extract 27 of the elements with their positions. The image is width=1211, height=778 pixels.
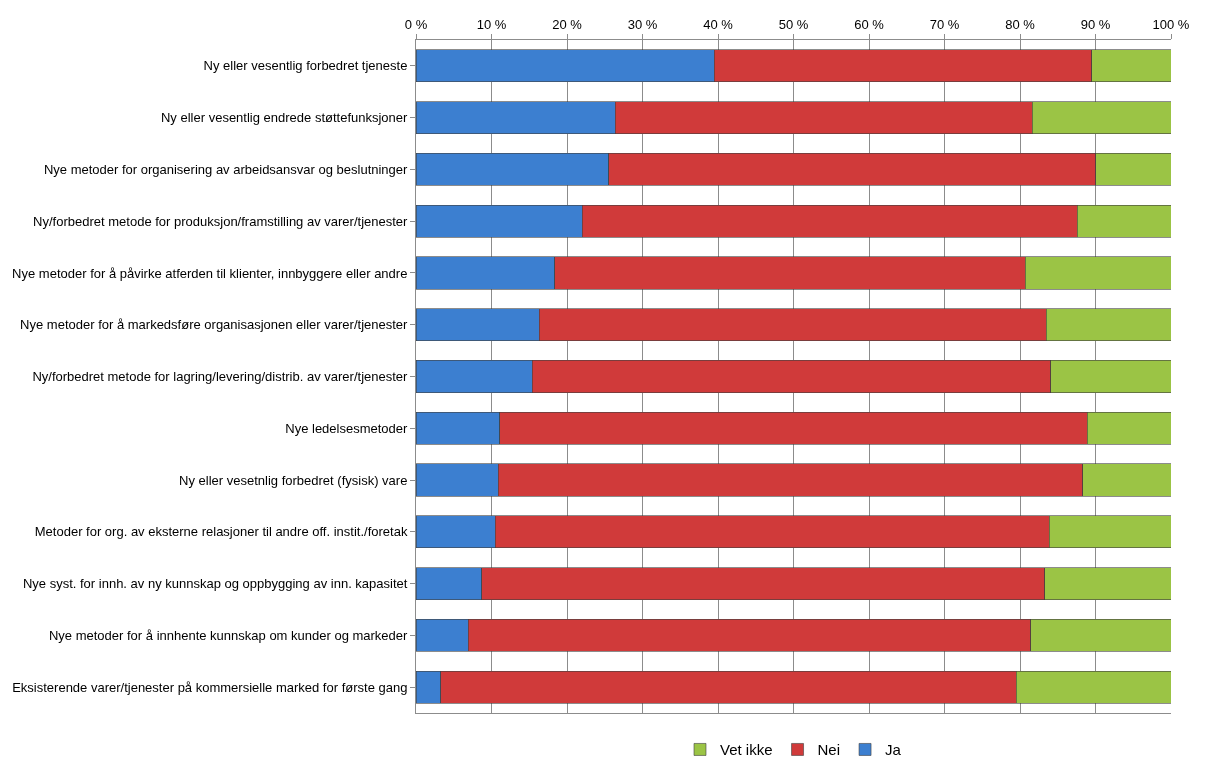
- y-tick-label: Ny/forbedret metode for lagring/levering/distrib. av varer/tjenester: [32, 369, 409, 385]
- y-tick-label: Ny eller vesentlig forbedret tjeneste: [203, 58, 408, 74]
- x-tick-label: 60 %: [854, 16, 885, 32]
- x-tick-label: 10 %: [476, 16, 507, 32]
- legend-label: Nei: [817, 741, 841, 759]
- y-tick-label: Ny eller vesentlig endrede støttefunksjoner: [160, 110, 409, 126]
- legend-label: Ja: [885, 741, 902, 759]
- y-tick-label: Ny/forbedret metode for produksjon/framstilling av varer/tjenester: [33, 213, 409, 229]
- y-tick-label: Nye ledelsesmetoder: [285, 420, 409, 436]
- x-tick-label: 0 %: [404, 16, 428, 32]
- x-tick-label: 40 %: [703, 16, 734, 32]
- x-tick-label: 50 %: [778, 16, 809, 32]
- y-tick-label: Nye metoder for å påvirke atferden til klienter, innbyggere eller andre: [12, 265, 408, 281]
- y-tick-label: Nye syst. for innh. av ny kunnskap og oppbygging av inn. kapasitet: [22, 576, 408, 592]
- legend-label: Vet ikke: [720, 741, 773, 759]
- x-tick-label: 70 %: [929, 16, 960, 32]
- y-tick-label: Nye metoder for å markedsføre organisasjonen eller varer/tjenester: [20, 317, 409, 333]
- y-tick-label: Eksisterende varer/tjenester på kommersielle marked for første gang: [12, 679, 408, 695]
- x-tick-label: 80 %: [1005, 16, 1036, 32]
- y-tick-label: Nye metoder for organisering av arbeidsansvar og beslutninger: [43, 161, 409, 177]
- x-tick-label: 20 %: [552, 16, 583, 32]
- y-tick-label: Metoder for org. av eksterne relasjoner til andre off. instit./foretak: [34, 524, 408, 540]
- x-tick-label: 90 %: [1080, 16, 1111, 32]
- y-tick-label: Nye metoder for å innhente kunnskap om kunder og markeder: [48, 627, 409, 643]
- y-tick-label: Ny eller vesetnlig forbedret (fysisk) vare: [179, 472, 408, 488]
- x-tick-label: 30 %: [627, 16, 658, 32]
- x-tick-label: 100 %: [1152, 16, 1190, 32]
